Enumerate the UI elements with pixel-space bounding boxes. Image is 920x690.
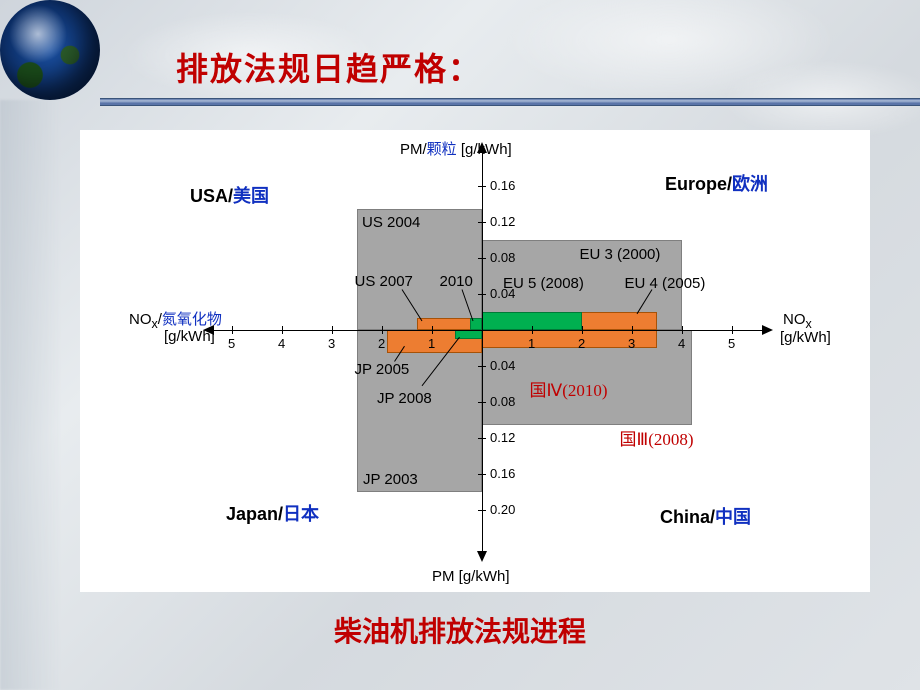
y-axis xyxy=(482,153,484,551)
lbl-eu5: EU 5 (2008) xyxy=(503,275,584,292)
lbl-eu3: EU 3 (2000) xyxy=(580,246,661,263)
x-tick-label: 2 xyxy=(578,336,585,351)
x-tick xyxy=(632,326,633,334)
y-tick-label: 0.16 xyxy=(490,466,515,481)
lbl-jp2003: JP 2003 xyxy=(363,471,418,488)
x-tick-label: 5 xyxy=(728,336,735,351)
x-tick xyxy=(732,326,733,334)
quad-usa: USA/美国 xyxy=(190,182,269,208)
emission-chart: USA/美国 Europe/欧洲 Japan/日本 China/中国 PM/颗粒… xyxy=(80,130,870,592)
y-tick xyxy=(478,510,486,511)
x-tick xyxy=(282,326,283,334)
y-tick-label: 0.12 xyxy=(490,430,515,445)
x-tick-label: 5 xyxy=(228,336,235,351)
lbl-us2007: US 2007 xyxy=(355,273,413,290)
x-tick xyxy=(532,326,533,334)
y-tick-label: 0.12 xyxy=(490,214,515,229)
x-axis-right-unit: [g/kWh] xyxy=(780,329,831,346)
y-tick xyxy=(478,222,486,223)
y-tick xyxy=(478,366,486,367)
x-tick-label: 3 xyxy=(628,336,635,351)
slide-title: 排放法规日趋严格： xyxy=(176,44,482,90)
y-tick xyxy=(478,186,486,187)
x-axis xyxy=(214,330,762,332)
x-tick xyxy=(682,326,683,334)
y-tick-label: 0.04 xyxy=(490,358,515,373)
y-tick xyxy=(478,258,486,259)
x-tick xyxy=(382,326,383,334)
y-tick-label: 0.16 xyxy=(490,178,515,193)
y-tick-label: 0.08 xyxy=(490,250,515,265)
axis-arrow xyxy=(203,325,214,335)
left-stripe xyxy=(0,100,60,690)
x-tick-label: 1 xyxy=(528,336,535,351)
slide-subtitle: 柴油机排放法规进程 xyxy=(0,610,920,650)
x-tick-label: 3 xyxy=(328,336,335,351)
y-tick xyxy=(478,294,486,295)
earth-icon xyxy=(0,0,100,100)
x-tick xyxy=(232,326,233,334)
jp2003-bg xyxy=(357,330,482,492)
axis-arrow xyxy=(477,142,487,153)
lbl-jp2008: JP 2008 xyxy=(377,390,432,407)
lbl-jp2005: JP 2005 xyxy=(355,361,410,378)
divider-bar xyxy=(100,98,920,106)
quad-europe: Europe/欧洲 xyxy=(665,170,768,196)
y-tick-label: 0.08 xyxy=(490,394,515,409)
x-tick xyxy=(582,326,583,334)
jp2008 xyxy=(455,330,483,339)
x-tick-label: 2 xyxy=(378,336,385,351)
y-tick-label: 0.20 xyxy=(490,502,515,517)
y-tick xyxy=(478,474,486,475)
quad-china: China/中国 xyxy=(660,503,751,529)
x-axis-right-label: NOx xyxy=(783,311,812,331)
y-axis-bottom-label: PM [g/kWh] xyxy=(432,568,510,585)
x-tick-label: 4 xyxy=(278,336,285,351)
y-axis-top-label: PM/颗粒 [g/kWh] xyxy=(400,138,512,159)
us2010 xyxy=(470,318,483,330)
lbl-cn3: 国Ⅲ(2008) xyxy=(620,425,694,450)
x-tick-label: 4 xyxy=(678,336,685,351)
quad-japan: Japan/日本 xyxy=(226,500,319,526)
lbl-us2004: US 2004 xyxy=(362,214,420,231)
x-tick xyxy=(432,326,433,334)
chart-panel: USA/美国 Europe/欧洲 Japan/日本 China/中国 PM/颗粒… xyxy=(80,130,870,592)
x-tick-label: 1 xyxy=(428,336,435,351)
lbl-eu4: EU 4 (2005) xyxy=(625,275,706,292)
x-tick xyxy=(332,326,333,334)
axis-arrow xyxy=(477,551,487,562)
lbl-2010: 2010 xyxy=(440,273,473,290)
lbl-cn4: 国Ⅳ(2010) xyxy=(530,376,608,401)
axis-arrow xyxy=(762,325,773,335)
y-tick xyxy=(478,402,486,403)
y-tick xyxy=(478,438,486,439)
